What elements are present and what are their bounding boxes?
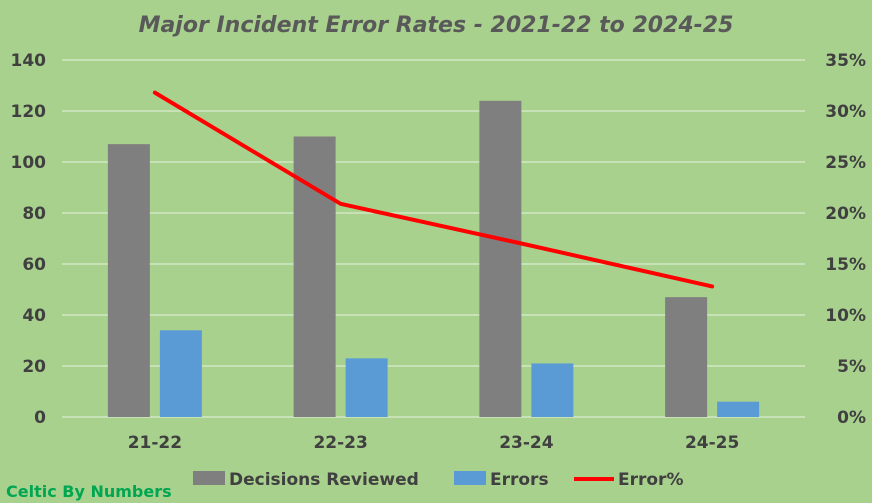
- legend-swatch: [454, 471, 486, 485]
- bars: [107, 100, 760, 418]
- watermark-text: Celtic By Numbers: [6, 482, 172, 501]
- legend-label: Errors: [490, 470, 549, 490]
- right-axis: 0% 5% 10% 15% 20% 25% 30% 35%: [825, 51, 866, 428]
- chart-title: Major Incident Error Rates - 2021-22 to …: [139, 13, 734, 38]
- decisions-reviewed-bar: [665, 297, 708, 417]
- right-tick-label: 20%: [825, 204, 866, 224]
- category-label: 23-24: [499, 433, 554, 453]
- left-tick-label: 80: [22, 204, 46, 224]
- errors-bar: [531, 363, 574, 417]
- right-tick-label: 15%: [825, 255, 866, 275]
- right-tick-label: 35%: [825, 51, 866, 71]
- errors-bar: [159, 330, 202, 417]
- left-tick-label: 40: [22, 306, 46, 326]
- category-label: 22-23: [313, 433, 367, 453]
- legend-label: Error%: [618, 470, 683, 490]
- left-tick-label: 0: [34, 408, 46, 428]
- right-tick-label: 0%: [837, 408, 866, 428]
- category-axis: 21-22 22-23 23-24 24-25: [128, 433, 740, 453]
- errors-bar: [345, 358, 388, 417]
- right-tick-label: 10%: [825, 306, 866, 326]
- error-rate-line: [152, 90, 715, 289]
- left-axis: 0 20 40 60 80 100 120 140: [11, 51, 47, 428]
- legend-label: Decisions Reviewed: [229, 470, 419, 490]
- decisions-reviewed-bar: [293, 136, 336, 417]
- category-label: 21-22: [128, 433, 182, 453]
- decisions-reviewed-bar: [107, 144, 150, 417]
- right-tick-label: 25%: [825, 153, 866, 173]
- errors-bar: [717, 401, 760, 417]
- right-tick-label: 30%: [825, 102, 866, 122]
- category-label: 24-25: [685, 433, 739, 453]
- legend: Decisions Reviewed Errors Error%: [193, 470, 683, 490]
- left-tick-label: 60: [22, 255, 46, 275]
- legend-swatch: [193, 471, 225, 485]
- left-tick-label: 120: [11, 102, 47, 122]
- left-tick-label: 20: [22, 357, 46, 377]
- error-rate-series-line: [152, 90, 715, 289]
- decisions-reviewed-bar: [479, 100, 522, 418]
- right-tick-label: 5%: [837, 357, 866, 377]
- left-tick-label: 140: [11, 51, 47, 71]
- left-tick-label: 100: [11, 153, 47, 173]
